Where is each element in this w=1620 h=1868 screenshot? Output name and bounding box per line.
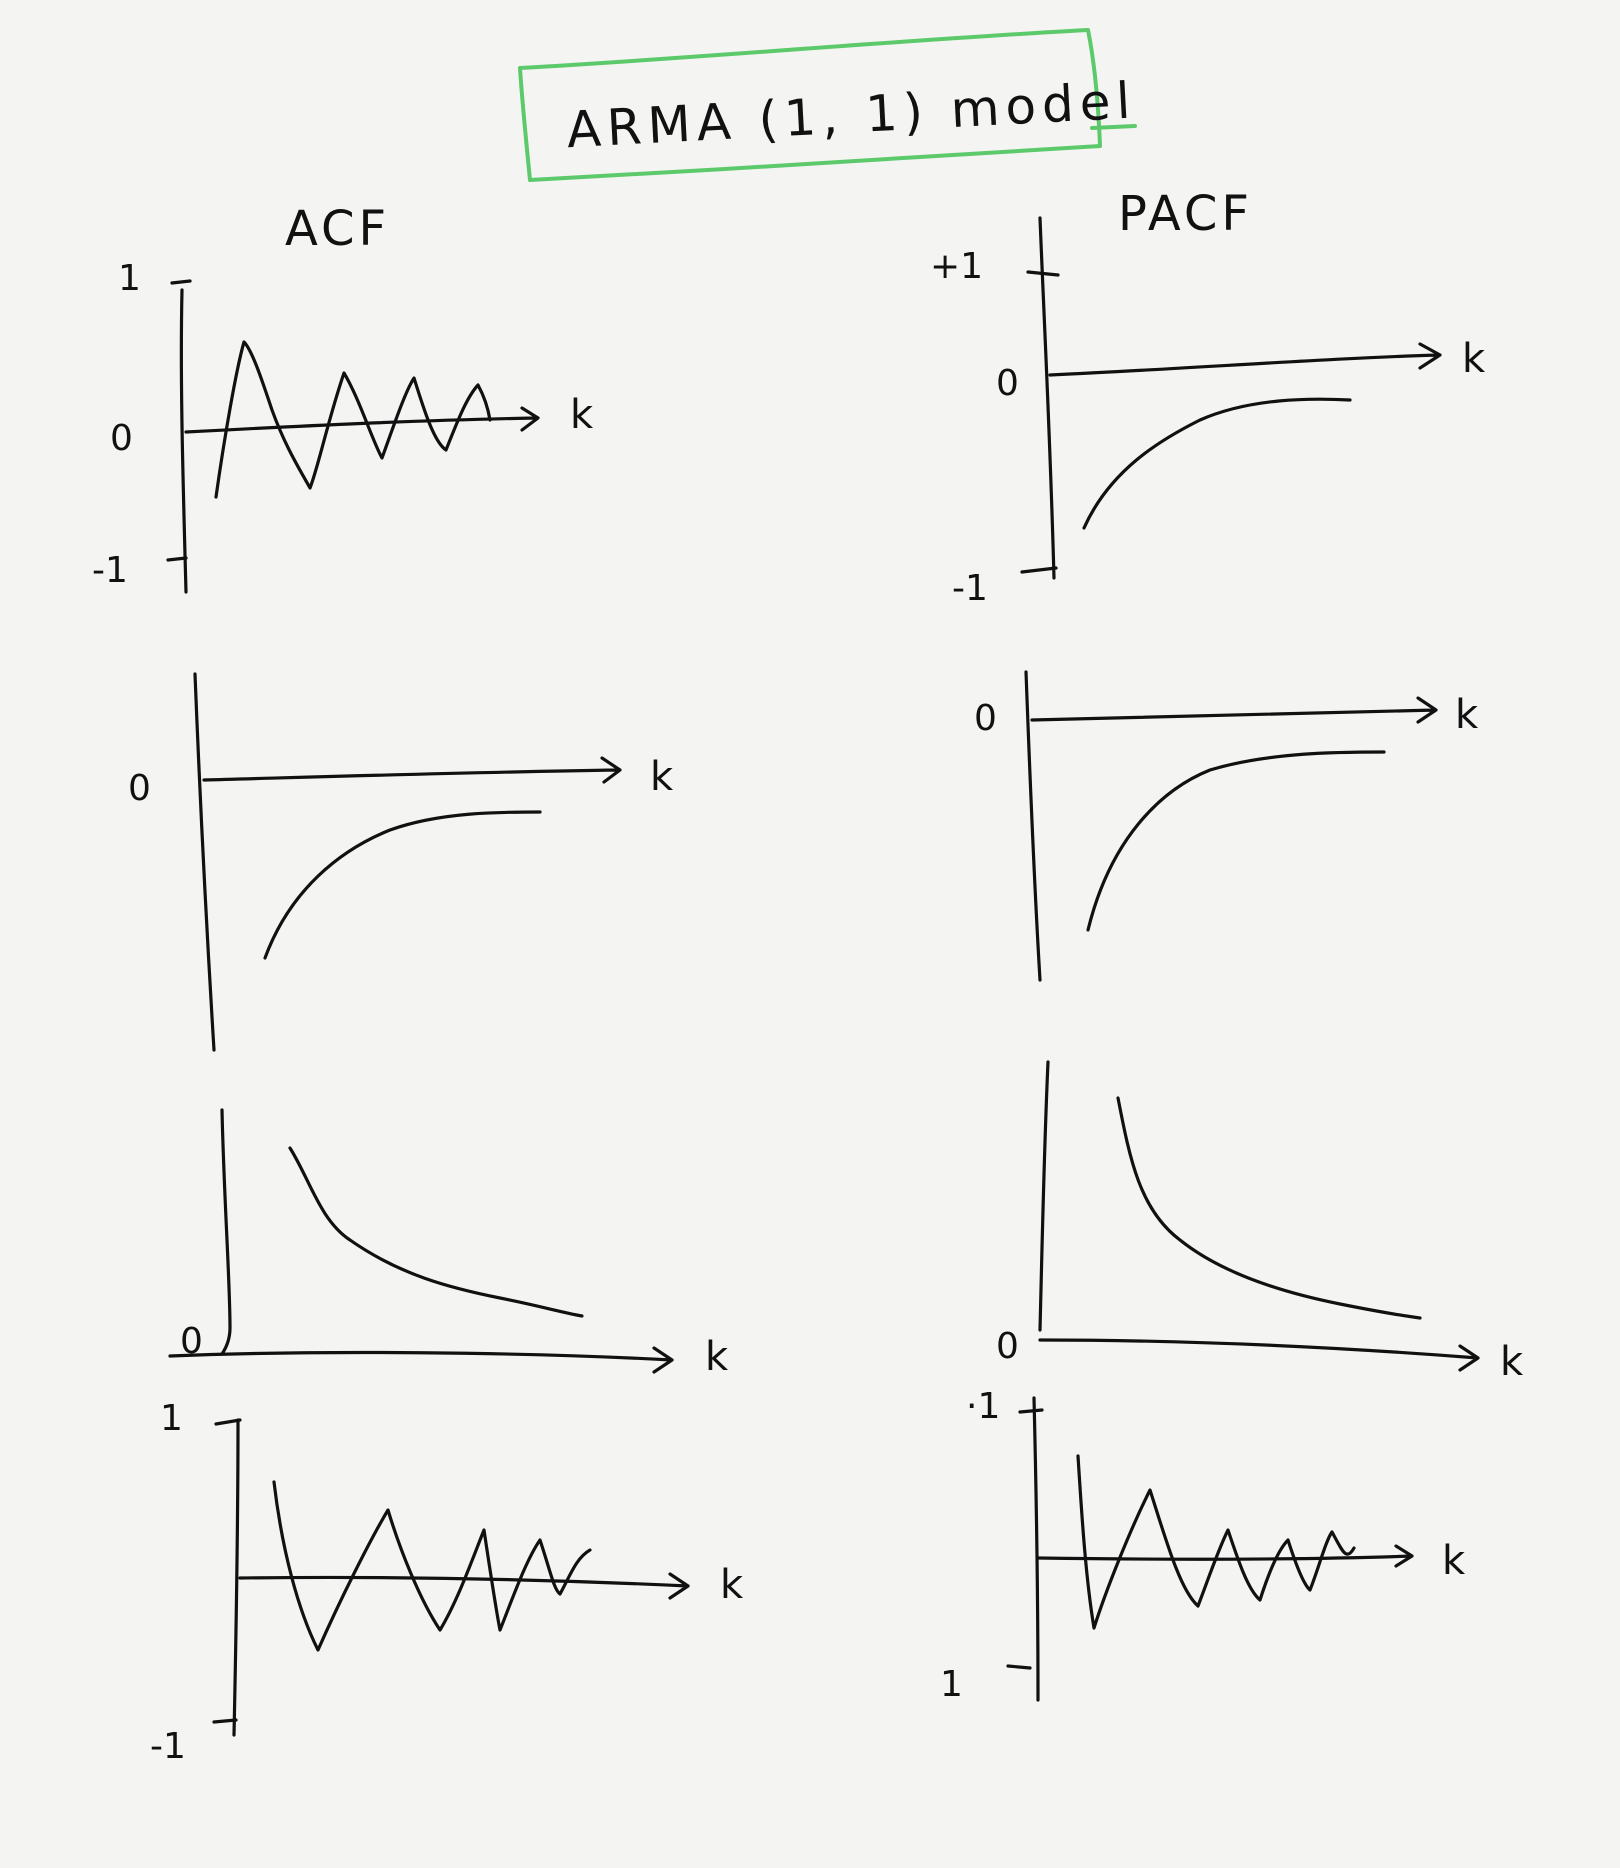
panel-acf-3: 0 k <box>168 1108 729 1380</box>
page-title: ARMA (1, 1) model <box>565 71 1137 159</box>
y-label-bottom: -1 <box>150 1726 186 1767</box>
column-heading-pacf: PACF <box>1118 186 1253 242</box>
panel-pacf-4: ·1 1 k <box>940 1386 1466 1705</box>
y-label-top: 1 <box>160 1398 183 1439</box>
y-label-zero: 0 <box>974 698 997 739</box>
acf-curve <box>263 810 542 960</box>
panel-acf-2: 0 k <box>128 672 674 1052</box>
column-heading-acf: ACF <box>285 201 390 257</box>
panel-acf-4: 1 -1 k <box>150 1398 744 1767</box>
panel-acf-1: 1 0 -1 k <box>92 258 594 594</box>
k-axis <box>202 756 622 784</box>
y-axis <box>193 672 216 1052</box>
y-label-bottom: -1 <box>952 568 988 609</box>
y-label-top: 1 <box>118 258 141 299</box>
bottom-tick <box>166 556 188 562</box>
k-axis <box>1030 696 1438 724</box>
panel-pacf-1: +1 0 -1 k <box>930 216 1486 609</box>
y-label-zero: 0 <box>128 768 151 809</box>
k-axis <box>1048 342 1442 377</box>
y-axis <box>1032 1396 1040 1702</box>
k-label: k <box>1500 1339 1524 1385</box>
y-axis <box>220 1108 232 1356</box>
pacf-curve <box>1076 1454 1356 1630</box>
pacf-curve <box>1086 750 1386 932</box>
pacf-curve <box>1116 1096 1422 1320</box>
title-group: ARMA (1, 1) model <box>518 28 1138 182</box>
top-tick <box>1026 270 1060 277</box>
y-label-zero: 0 <box>180 1321 203 1362</box>
bottom-tick <box>1020 566 1058 574</box>
y-label-bottom: -1 <box>92 550 128 591</box>
k-label: k <box>650 754 674 800</box>
y-axis <box>179 288 188 594</box>
top-tick <box>170 279 192 285</box>
y-axis <box>1024 670 1042 982</box>
k-label: k <box>1455 692 1479 738</box>
y-label-top: +1 <box>930 246 983 287</box>
y-label-zero: 0 <box>110 418 133 459</box>
y-axis <box>232 1418 240 1737</box>
panel-pacf-2: 0 k <box>974 670 1479 982</box>
k-axis <box>238 1572 690 1600</box>
bottom-tick <box>212 1718 238 1724</box>
y-axis <box>1038 1060 1050 1332</box>
k-axis <box>1038 1338 1480 1372</box>
k-label: k <box>1462 336 1486 382</box>
top-tick <box>214 1418 242 1426</box>
y-axis <box>1038 216 1056 580</box>
bottom-tick <box>1006 1664 1032 1670</box>
y-label-top: ·1 <box>966 1386 1000 1427</box>
acf-curve <box>272 1480 592 1652</box>
y-label-zero: 0 <box>996 363 1019 404</box>
y-label-zero: 0 <box>996 1326 1019 1367</box>
k-label: k <box>705 1334 729 1380</box>
k-label: k <box>570 392 594 438</box>
y-label-bottom: 1 <box>940 1664 963 1705</box>
acf-curve <box>288 1146 584 1318</box>
title-box <box>518 28 1137 182</box>
top-tick <box>1018 1408 1044 1414</box>
k-label: k <box>1442 1538 1466 1584</box>
acf-curve <box>214 340 492 499</box>
panel-pacf-3: 0 k <box>996 1060 1524 1385</box>
pacf-curve <box>1082 397 1352 530</box>
k-axis <box>168 1346 674 1374</box>
k-label: k <box>720 1562 744 1608</box>
k-axis <box>1036 1544 1414 1568</box>
